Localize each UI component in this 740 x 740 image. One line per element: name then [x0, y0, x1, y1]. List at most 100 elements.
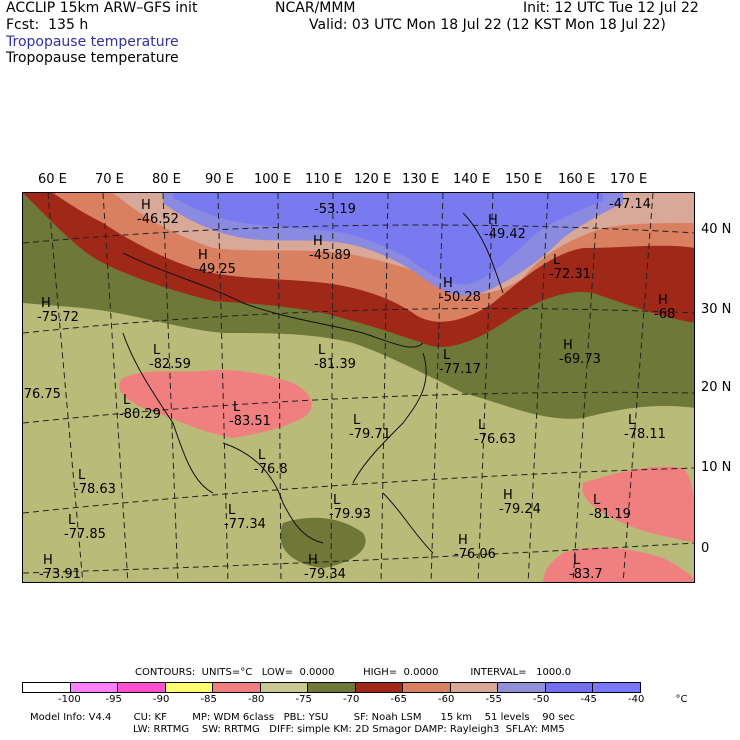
colorbar-swatch: [69, 682, 118, 693]
lat-label-40: 40 N: [701, 222, 732, 237]
marker-value: -79.71: [349, 427, 391, 442]
low-marker: L: [353, 413, 361, 428]
low-marker: L: [228, 503, 236, 518]
high-marker: H: [198, 248, 208, 263]
colorbar-label: -70: [343, 694, 360, 705]
high-marker: H: [458, 533, 468, 548]
lat-label-30: 30 N: [701, 302, 732, 317]
marker-value: -49.42: [484, 227, 526, 242]
low-marker: L: [233, 400, 241, 415]
field-name-blue: Tropopause temperature: [6, 34, 179, 50]
colorbar-swatch: [164, 682, 213, 693]
low-marker: L: [78, 468, 86, 483]
colorbar-label: -100: [58, 694, 81, 705]
colorbar-swatch: [259, 682, 308, 693]
colorbar-label: -50: [533, 694, 550, 705]
marker-value: -73.91: [39, 567, 81, 582]
lon-label-10: 160 E: [558, 172, 596, 187]
low-marker: L: [593, 493, 601, 508]
marker-value: -80.29: [119, 407, 161, 422]
marker-value: -81.39: [314, 357, 356, 372]
high-marker: H: [563, 338, 573, 353]
longitude-labels: 60 E 70 E 80 E 90 E 100 E 110 E 120 E 130 E 140 …: [0, 172, 740, 188]
lat-label-20: 20 N: [701, 380, 732, 395]
colorbar-swatch: [449, 682, 498, 693]
high-marker: H: [443, 276, 453, 291]
organization: NCAR/MMM: [275, 0, 356, 16]
lon-label-8: 140 E: [453, 172, 491, 187]
high-marker: H: [308, 553, 318, 568]
salmon-region-pacific: [582, 466, 694, 543]
lon-label-4: 100 E: [254, 172, 292, 187]
colorbar-swatch: [402, 682, 451, 693]
coastlines: [122, 212, 504, 554]
high-marker: H: [488, 213, 498, 228]
low-marker: L: [318, 343, 326, 358]
lon-label-9: 150 E: [505, 172, 543, 187]
marker-value: -79.93: [329, 507, 371, 522]
low-marker: L: [573, 553, 581, 568]
colorbar-label: -90: [153, 694, 170, 705]
marker-value: -82.59: [149, 357, 191, 372]
low-marker: L: [443, 348, 451, 363]
lat-label-10: 10 N: [701, 460, 732, 475]
lon-label-7: 130 E: [402, 172, 440, 187]
marker-value: -83.7: [569, 567, 603, 582]
salmon-region-india: [119, 370, 312, 438]
marker-value: -50.28: [439, 290, 481, 305]
colorbar-label: -55: [485, 694, 502, 705]
low-marker: L: [333, 493, 341, 508]
model-info-line1: Model Info: V4.4 CU: KF MP: WDM 6class P…: [30, 712, 576, 723]
low-marker: L: [153, 343, 161, 358]
marker-value: -77.85: [64, 527, 106, 542]
low-marker: L: [68, 513, 76, 528]
colorbar-label: -60: [438, 694, 455, 705]
marker-value: -45.89: [309, 248, 351, 263]
colorbar-label: -75: [295, 694, 312, 705]
lon-label-1: 70 E: [95, 172, 124, 187]
marker-value: -68: [654, 307, 675, 322]
low-marker: L: [258, 448, 266, 463]
tropopause-map: H-46.52-53.19 -47.14H-45.89H-49.25H-49.42…: [23, 193, 694, 582]
colorbar-swatch: [497, 682, 546, 693]
colorbar-label: -40: [628, 694, 645, 705]
marker-value: -53.19: [314, 202, 356, 217]
init-time: Init: 12 UTC Tue 12 Jul 22: [523, 0, 699, 16]
low-marker: L: [553, 253, 561, 268]
colorbar-label: -45: [580, 694, 597, 705]
marker-value: -76.63: [474, 432, 516, 447]
high-marker: H: [41, 296, 51, 311]
marker-value: -76.75: [23, 387, 61, 402]
marker-value: -81.19: [589, 507, 631, 522]
lon-label-5: 110 E: [305, 172, 343, 187]
graticule: [23, 193, 694, 582]
colorbar-swatch: [354, 682, 403, 693]
marker-value: -77.17: [439, 362, 481, 377]
colorbar-label: -80: [248, 694, 265, 705]
colorbar-swatch: [307, 682, 356, 693]
map-panel: H -46.52 -53.19 -47.14 H -45.89 H -49.25 H -49.42…: [22, 192, 695, 583]
forecast-hour: Fcst: 135 h: [6, 17, 89, 33]
field-name: Tropopause temperature: [6, 50, 179, 66]
high-marker: H: [43, 553, 53, 568]
valid-time: Valid: 03 UTC Mon 18 Jul 22 (12 KST Mon …: [309, 17, 666, 33]
marker-value: -72.31: [549, 267, 591, 282]
colorbar: [22, 682, 641, 693]
low-marker: L: [478, 418, 486, 433]
salmon-region-south: [543, 547, 694, 582]
high-marker: H: [141, 198, 151, 213]
marker-value: -79.34: [304, 567, 346, 582]
marker-value: -78.11: [624, 427, 666, 442]
marker-value: -75.72: [37, 310, 79, 325]
lon-label-0: 60 E: [38, 172, 67, 187]
colorbar-label: °C: [675, 694, 688, 705]
marker-value: -49.25: [194, 262, 236, 277]
colorbar-label: -95: [105, 694, 122, 705]
colorbar-swatch: [212, 682, 261, 693]
contours-info: CONTOURS: UNITS=°C LOW= 0.0000 HIGH= 0.0…: [135, 667, 572, 678]
low-marker: L: [628, 413, 636, 428]
lon-label-6: 120 E: [354, 172, 392, 187]
colorbar-swatch: [592, 682, 641, 693]
model-title: ACCLIP 15km ARW–GFS init: [6, 0, 198, 16]
lon-label-11: 170 E: [610, 172, 648, 187]
